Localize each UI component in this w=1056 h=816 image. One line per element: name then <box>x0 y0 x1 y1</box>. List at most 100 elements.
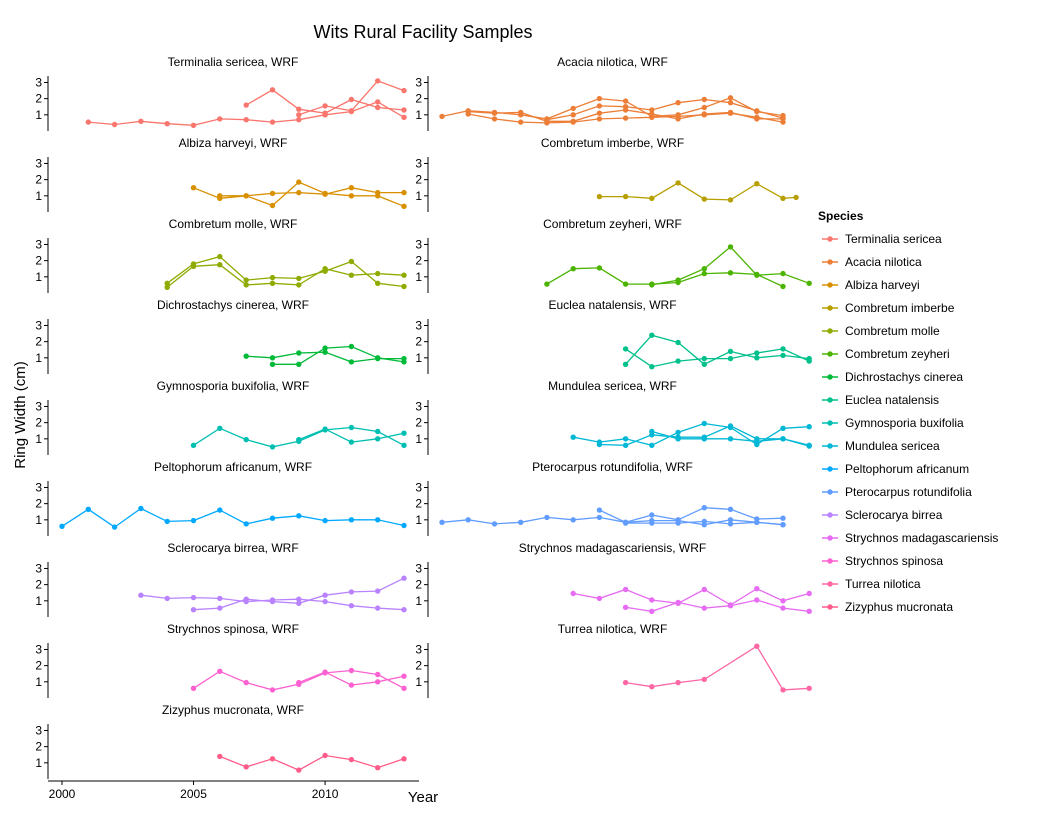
legend-item: Peltophorum africanum <box>822 462 969 476</box>
data-point <box>401 685 407 691</box>
data-point <box>269 87 276 93</box>
data-point <box>243 436 249 443</box>
legend-item: Mundulea sericea <box>822 439 940 453</box>
series-line <box>625 334 810 366</box>
data-point <box>243 521 249 527</box>
data-point <box>243 353 249 359</box>
y-tick-label: 1 <box>35 270 42 284</box>
data-point <box>296 596 302 602</box>
data-point <box>727 244 734 250</box>
data-point <box>348 343 355 350</box>
data-point <box>269 274 276 281</box>
data-point <box>375 78 381 84</box>
data-point <box>649 512 655 518</box>
data-point <box>491 521 498 527</box>
data-point <box>727 521 734 527</box>
legend-label: Turrea nilotica <box>845 577 921 591</box>
data-point <box>322 190 328 197</box>
y-tick-label: 3 <box>35 237 42 251</box>
legend-point-key <box>827 535 833 541</box>
legend-point-key <box>827 443 833 449</box>
data-point <box>269 119 276 125</box>
legend-item: Sclerocarya birrea <box>822 508 943 522</box>
data-point <box>296 117 302 123</box>
legend-item: Strychnos spinosa <box>822 554 943 568</box>
data-point <box>296 282 302 288</box>
series-line <box>651 246 810 286</box>
data-point <box>269 190 276 197</box>
data-point <box>675 520 681 526</box>
legend-label: Terminalia sericea <box>845 232 942 246</box>
legend-label: Combretum molle <box>845 324 940 338</box>
y-tick-label: 2 <box>415 92 422 106</box>
data-point <box>348 359 355 365</box>
data-point <box>190 685 197 691</box>
facet-panel: Zizyphus mucronata, WRF 1 2 3 <box>35 703 407 779</box>
data-point <box>754 519 760 525</box>
y-tick-label: 3 <box>415 318 422 332</box>
legend-point-key <box>827 282 833 288</box>
y-tick-label: 2 <box>35 578 42 592</box>
data-point <box>701 518 707 525</box>
data-point <box>518 109 524 116</box>
facet-title: Acacia nilotica, WRF <box>557 55 668 69</box>
series-line <box>61 507 405 528</box>
legend-point-key <box>827 351 833 357</box>
data-point <box>269 444 276 450</box>
data-point <box>649 364 655 370</box>
data-point <box>622 98 629 104</box>
facet-panel: Euclea natalensis, WRF 1 2 3 <box>415 298 812 374</box>
data-point <box>780 352 786 359</box>
y-tick-label: 2 <box>415 497 422 511</box>
legend-label: Albiza harveyi <box>845 278 920 292</box>
facet-title: Euclea natalensis, WRF <box>548 298 676 312</box>
data-point <box>164 121 170 127</box>
data-point <box>780 115 786 121</box>
legend-point-key <box>827 397 833 403</box>
legend-label: Dichrostachys cinerea <box>845 370 963 384</box>
data-point <box>322 349 328 355</box>
data-point <box>649 597 655 603</box>
data-point <box>243 102 249 108</box>
data-point <box>675 679 681 686</box>
x-axis: 2000 2005 2010 <box>48 780 419 801</box>
data-point <box>269 515 276 521</box>
data-point <box>348 193 355 199</box>
data-point <box>596 595 603 602</box>
data-point <box>570 590 576 597</box>
data-point <box>754 272 760 278</box>
data-point <box>322 517 328 524</box>
data-point <box>701 361 707 367</box>
data-point <box>518 519 524 525</box>
data-point <box>401 442 407 448</box>
legend-item: Combretum molle <box>822 324 940 338</box>
data-point <box>401 673 407 679</box>
y-tick-label: 1 <box>415 351 422 365</box>
data-point <box>806 590 812 597</box>
data-point <box>622 346 629 352</box>
legend-label: Pterocarpus rotundifolia <box>845 485 972 499</box>
facet-panel: Combretum molle, WRF 1 2 3 <box>35 217 407 293</box>
data-point <box>544 281 550 287</box>
data-point <box>296 106 302 112</box>
data-point <box>727 100 734 106</box>
data-point <box>701 111 707 117</box>
y-tick-label: 1 <box>415 189 422 203</box>
y-tick-label: 2 <box>35 335 42 349</box>
y-tick-label: 1 <box>415 594 422 608</box>
data-point <box>622 604 629 610</box>
facet-panel: Mundulea sericea, WRF 1 2 3 <box>415 379 812 455</box>
y-tick-label: 1 <box>415 270 422 284</box>
y-tick-label: 3 <box>415 156 422 170</box>
data-point <box>806 608 812 614</box>
legend-point-key <box>827 236 833 242</box>
data-point <box>570 118 576 125</box>
y-tick-label: 3 <box>35 480 42 494</box>
data-point <box>701 505 707 511</box>
legend-item: Zizyphus mucronata <box>822 600 953 614</box>
x-tick-label: 2010 <box>312 787 339 801</box>
data-point <box>85 506 92 512</box>
data-point <box>296 179 302 185</box>
facet-title: Sclerocarya birrea, WRF <box>167 541 298 555</box>
